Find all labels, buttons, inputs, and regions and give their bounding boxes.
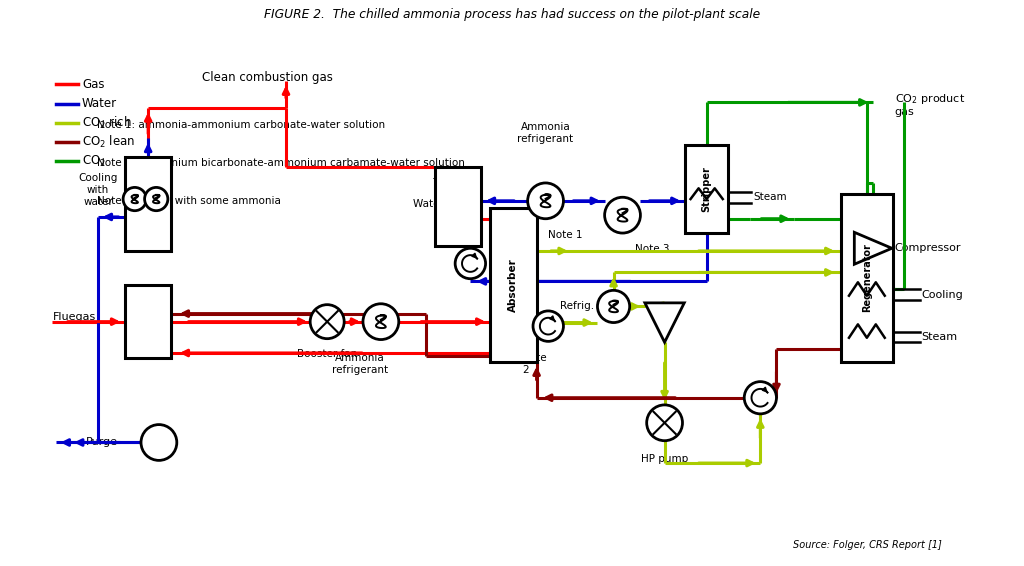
Polygon shape bbox=[645, 303, 684, 342]
Text: Note 1: Note 1 bbox=[548, 230, 583, 240]
Text: Stripper: Stripper bbox=[701, 166, 712, 212]
Circle shape bbox=[604, 198, 640, 233]
Circle shape bbox=[362, 304, 398, 340]
FancyBboxPatch shape bbox=[841, 194, 893, 362]
Polygon shape bbox=[854, 232, 892, 264]
Text: Cooling: Cooling bbox=[922, 290, 964, 300]
Circle shape bbox=[123, 187, 146, 211]
Text: Note 3: Note 3 bbox=[635, 244, 670, 254]
Text: Compressor: Compressor bbox=[895, 243, 962, 253]
Circle shape bbox=[597, 290, 630, 323]
Text: Cooling
with
water: Cooling with water bbox=[79, 174, 118, 207]
FancyBboxPatch shape bbox=[434, 167, 481, 246]
Text: Clean combustion gas: Clean combustion gas bbox=[202, 71, 333, 84]
Circle shape bbox=[310, 305, 344, 338]
Text: Absorber: Absorber bbox=[508, 258, 518, 312]
FancyBboxPatch shape bbox=[125, 285, 171, 358]
Text: Note 2: ammonium bicarbonate-ammonium carbamate-water solution: Note 2: ammonium bicarbonate-ammonium ca… bbox=[97, 158, 465, 168]
Text: CO$_2$ rich: CO$_2$ rich bbox=[82, 115, 132, 131]
FancyBboxPatch shape bbox=[125, 157, 171, 251]
Circle shape bbox=[141, 424, 177, 460]
Text: Steam: Steam bbox=[922, 332, 957, 342]
Text: Fluegas: Fluegas bbox=[53, 312, 96, 321]
Circle shape bbox=[744, 381, 776, 414]
Text: Note 3: water, with some ammonia: Note 3: water, with some ammonia bbox=[97, 196, 282, 206]
FancyBboxPatch shape bbox=[490, 208, 537, 362]
Text: Regenerator: Regenerator bbox=[862, 243, 871, 312]
Circle shape bbox=[527, 183, 563, 218]
Circle shape bbox=[534, 311, 563, 341]
Text: Water wash: Water wash bbox=[413, 199, 474, 208]
Text: HP pump: HP pump bbox=[641, 454, 688, 464]
Text: Water: Water bbox=[82, 97, 117, 110]
Text: Ammonia
refrigerant: Ammonia refrigerant bbox=[332, 353, 388, 375]
Text: Source: Folger, CRS Report [1]: Source: Folger, CRS Report [1] bbox=[794, 540, 942, 550]
Text: fluegas: fluegas bbox=[433, 175, 471, 186]
Text: Steam: Steam bbox=[754, 192, 786, 202]
Text: Note 1: ammonia-ammonium carbonate-water solution: Note 1: ammonia-ammonium carbonate-water… bbox=[97, 120, 385, 130]
Text: Booster fan: Booster fan bbox=[297, 349, 357, 359]
Text: CO$_2$ lean: CO$_2$ lean bbox=[82, 134, 135, 150]
Text: CO$_2$ product
gas: CO$_2$ product gas bbox=[895, 92, 965, 117]
Text: CO$_2$: CO$_2$ bbox=[82, 154, 105, 169]
FancyBboxPatch shape bbox=[685, 145, 728, 233]
Text: Gas: Gas bbox=[82, 78, 104, 91]
Circle shape bbox=[455, 248, 485, 278]
Text: Ammonia
refrigerant: Ammonia refrigerant bbox=[517, 122, 573, 144]
Text: Note
2: Note 2 bbox=[522, 353, 547, 375]
Text: FIGURE 2.  The chilled ammonia process has had success on the pilot-plant scale: FIGURE 2. The chilled ammonia process ha… bbox=[264, 8, 760, 22]
Text: Refrig.: Refrig. bbox=[560, 302, 594, 311]
Text: Purge: Purge bbox=[86, 438, 118, 448]
Circle shape bbox=[144, 187, 168, 211]
Circle shape bbox=[647, 405, 682, 441]
